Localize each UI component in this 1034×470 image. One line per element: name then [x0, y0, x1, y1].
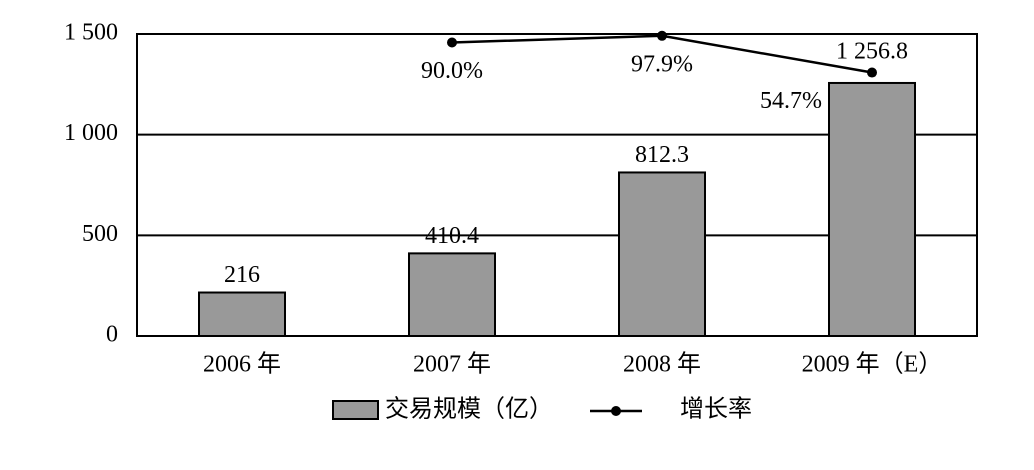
x-tick-label: 2007 年	[413, 351, 491, 378]
growth-point	[867, 67, 877, 78]
bar-value-label: 216	[224, 262, 260, 288]
growth-point	[447, 37, 457, 48]
y-tick-label: 0	[106, 322, 118, 348]
growth-value-label: 54.7%	[760, 88, 822, 114]
growth-point	[657, 30, 667, 41]
plot-frame	[136, 33, 978, 337]
bar	[618, 171, 706, 337]
bar	[408, 252, 496, 337]
bar	[198, 291, 286, 337]
legend-label: 交易规模（亿）	[385, 396, 553, 423]
bar-value-label: 812.3	[635, 142, 689, 168]
y-tick-label: 1 000	[64, 120, 118, 146]
growth-value-label: 90.0%	[421, 58, 483, 84]
y-tick-label: 500	[82, 221, 118, 247]
legend-label: 增长率	[680, 396, 752, 423]
x-tick-label: 2006 年	[203, 351, 281, 378]
bar-value-label: 410.4	[425, 223, 479, 249]
x-tick-label: 2009 年（E）	[802, 351, 943, 378]
x-tick-label: 2008 年	[623, 351, 701, 378]
y-tick-label: 1 500	[64, 20, 118, 46]
legend-marker	[611, 406, 621, 416]
legend-swatch	[332, 400, 379, 420]
growth-value-label: 97.9%	[631, 51, 693, 77]
bar	[828, 81, 916, 337]
bar-value-label: 1 256.8	[836, 38, 908, 64]
